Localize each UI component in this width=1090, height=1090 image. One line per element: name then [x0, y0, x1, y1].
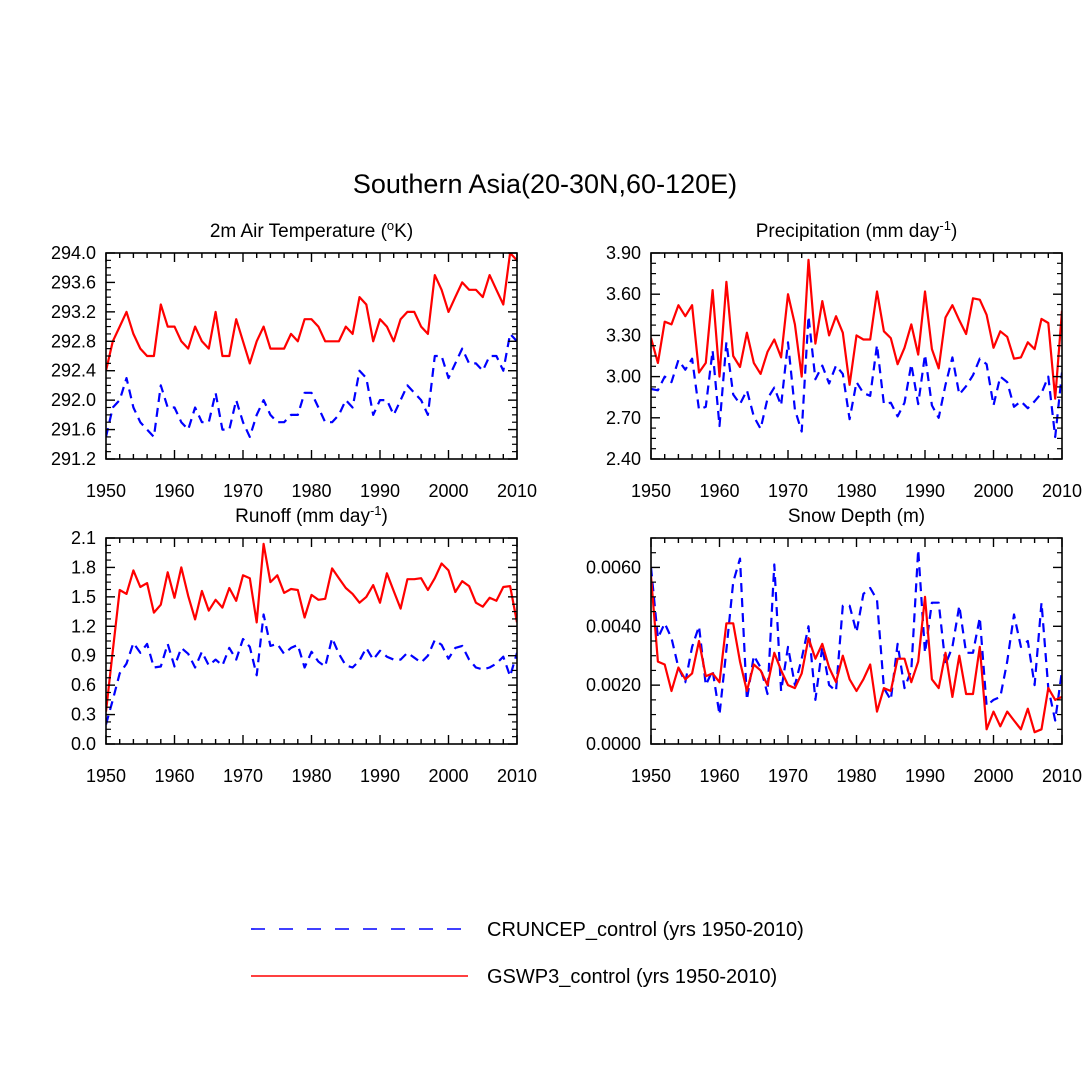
series-line-gswp3_control	[651, 576, 1062, 734]
y-tick-label: 293.6	[51, 272, 96, 292]
y-tick-label: 0.0	[71, 734, 96, 754]
panel-title-text-end: )	[951, 221, 957, 242]
y-tick-label: 0.3	[71, 705, 96, 725]
series-line-cruncep_control	[651, 548, 1062, 722]
y-tick-label: 3.00	[606, 367, 641, 387]
y-tick-label: 292.8	[51, 331, 96, 351]
x-tick-label: 1980	[836, 481, 876, 501]
series-line-cruncep_control	[651, 315, 1062, 439]
legend-label-gswp3: GSWP3_control (yrs 1950-2010)	[487, 966, 777, 988]
x-tick-label: 2010	[1042, 481, 1082, 501]
panel-precipitation: Precipitation (mm day-1) 1950 1960 1970 1980…	[606, 218, 1082, 501]
x-tick-label: 1960	[699, 481, 739, 501]
panel-title-text: Precipitation (mm day	[756, 221, 940, 242]
y-tick-label: 2.40	[606, 449, 641, 469]
panel-title-superscript: -1	[370, 503, 382, 518]
x-tick-label: 1990	[360, 481, 400, 501]
x-tick-label: 2010	[1042, 766, 1082, 786]
plot-frame	[105, 252, 518, 460]
y-tick-label: 2.70	[606, 408, 641, 428]
x-tick-label: 1950	[631, 766, 671, 786]
plot-frame	[650, 537, 1063, 745]
series-line-cruncep_control	[106, 613, 517, 725]
x-tick-label: 1960	[154, 766, 194, 786]
figure-title: Southern Asia(20-30N,60-120E)	[353, 169, 737, 199]
x-tick-label: 1950	[86, 766, 126, 786]
series-line-gswp3_control	[106, 253, 517, 371]
y-tick-label: 1.8	[71, 557, 96, 577]
y-tick-label: 292.4	[51, 361, 96, 381]
panel-title: Precipitation (mm day-1)	[756, 218, 958, 242]
x-tick-label: 1990	[360, 766, 400, 786]
x-tick-label: 1990	[905, 766, 945, 786]
x-tick-label: 1980	[291, 481, 331, 501]
y-tick-label: 294.0	[51, 243, 96, 263]
y-tick-label: 2.1	[71, 528, 96, 548]
x-tick-label: 1990	[905, 481, 945, 501]
panel-title-text: Snow Depth (m)	[788, 506, 925, 527]
plot-frame	[105, 537, 518, 745]
x-tick-label: 1970	[768, 481, 808, 501]
x-tick-label: 2000	[973, 766, 1013, 786]
y-tick-label: 1.5	[71, 587, 96, 607]
y-tick-label: 1.2	[71, 616, 96, 636]
x-tick-label: 2010	[497, 766, 537, 786]
panel-title-text-end: )	[382, 506, 388, 527]
series-line-gswp3_control	[106, 542, 517, 712]
y-tick-label: 0.0060	[586, 557, 641, 577]
panel-snow-depth: Snow Depth (m) 1950 1960 1970 1980 1990 2000 20…	[586, 506, 1082, 786]
x-tick-label: 1980	[836, 766, 876, 786]
x-tick-label: 1970	[223, 481, 263, 501]
y-tick-label: 0.0020	[586, 675, 641, 695]
panel-runoff: Runoff (mm day-1) 1950 1960 1970 1980 1990 200…	[71, 503, 537, 786]
y-tick-label: 0.9	[71, 646, 96, 666]
x-tick-label: 1980	[291, 766, 331, 786]
panel-title-text: 2m Air Temperature (	[210, 221, 388, 242]
y-tick-label: 293.2	[51, 302, 96, 322]
y-tick-label: 292.0	[51, 390, 96, 410]
x-tick-label: 1970	[768, 766, 808, 786]
panel-title-text-end: K)	[394, 221, 413, 242]
y-tick-label: 0.6	[71, 675, 96, 695]
x-tick-label: 2010	[497, 481, 537, 501]
panel-air-temperature: 2m Air Temperature (oK) 1950 1960 1970 1980 1…	[51, 218, 537, 501]
panel-title: Snow Depth (m)	[788, 506, 925, 527]
panel-title-superscript: -1	[939, 218, 951, 233]
panel-title: Runoff (mm day-1)	[235, 503, 388, 527]
panel-title-text: Runoff (mm day	[235, 506, 370, 527]
y-tick-label: 3.30	[606, 325, 641, 345]
panel-title-superscript: o	[387, 218, 394, 233]
series-line-cruncep_control	[106, 332, 517, 438]
y-tick-label: 3.60	[606, 284, 641, 304]
x-tick-label: 1960	[699, 766, 739, 786]
y-tick-label: 291.2	[51, 449, 96, 469]
x-tick-label: 2000	[428, 766, 468, 786]
series-line-gswp3_control	[651, 258, 1062, 400]
x-tick-label: 1950	[631, 481, 671, 501]
x-tick-label: 1960	[154, 481, 194, 501]
y-tick-label: 0.0040	[586, 616, 641, 636]
y-tick-label: 0.0000	[586, 734, 641, 754]
x-tick-label: 2000	[973, 481, 1013, 501]
x-tick-label: 1950	[86, 481, 126, 501]
legend-label-cruncep: CRUNCEP_control (yrs 1950-2010)	[487, 919, 804, 941]
y-tick-label: 3.90	[606, 243, 641, 263]
y-tick-label: 291.6	[51, 420, 96, 440]
x-tick-label: 2000	[428, 481, 468, 501]
x-tick-label: 1970	[223, 766, 263, 786]
legend: CRUNCEP_control (yrs 1950-2010) GSWP3_co…	[251, 919, 804, 988]
panel-title: 2m Air Temperature (oK)	[210, 218, 413, 242]
